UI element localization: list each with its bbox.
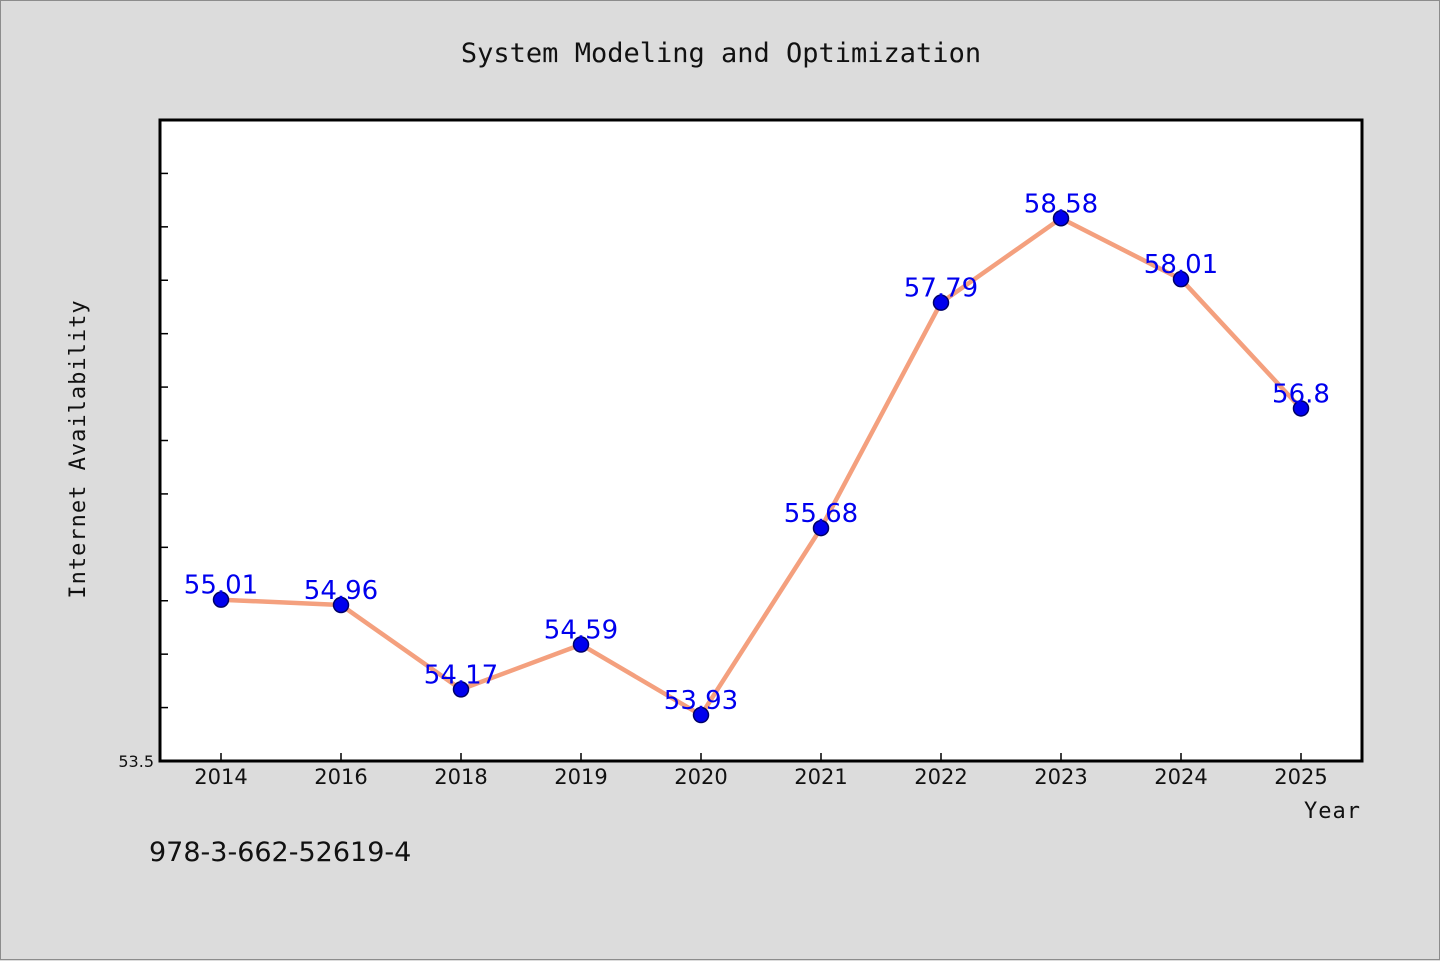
plot-area [158,118,1364,763]
series-line [220,216,1303,718]
data-point [1292,400,1310,417]
x-tick-labels: 2014 2016 2018 2019 2020 2021 2022 2023 2024 2025 [194,765,1327,789]
data-label: 53.93 [664,686,738,716]
x-tick-label: 2014 [194,765,247,789]
x-tick-label: 2022 [914,765,967,789]
x-tick-label: 2025 [1274,765,1327,789]
x-tick-label: 2016 [314,765,367,789]
y-tick-label: 53.5 [118,752,154,771]
data-label: 58.58 [1024,189,1098,219]
y-axis-label: Internet Availability [66,299,91,598]
data-point [572,636,590,653]
y-axis-ticks [160,172,168,709]
x-axis-label: Year [1304,799,1361,824]
x-tick-label: 2024 [1154,765,1207,789]
x-tick-label: 2021 [794,765,847,789]
data-point [212,591,230,608]
x-tick-label: 2023 [1034,765,1087,789]
data-point [812,519,830,537]
chart-title: System Modeling and Optimization [461,38,981,69]
data-label: 56.8 [1272,379,1330,409]
data-point [1172,270,1190,288]
x-axis-ticks [220,753,1302,761]
data-label: 55.01 [184,571,258,601]
data-markers [212,210,1310,724]
x-tick-label: 2018 [434,765,487,789]
data-point [1052,210,1070,227]
data-point [452,681,470,698]
data-label: 55.68 [784,499,858,529]
data-labels: 55.01 54.96 54.17 54.59 53.93 55.68 57.79 58.58… [184,189,1330,716]
data-point [932,294,950,311]
x-tick-label: 2019 [554,765,607,789]
data-label: 54.59 [544,616,618,646]
data-point [332,596,350,614]
data-label: 57.79 [904,274,978,304]
x-tick-label: 2020 [674,765,727,789]
data-label: 54.17 [424,660,498,690]
isbn-code: 978-3-662-52619-4 [149,837,412,868]
data-label: 58.01 [1144,250,1218,280]
data-label: 54.96 [304,576,378,606]
data-point [692,706,710,724]
